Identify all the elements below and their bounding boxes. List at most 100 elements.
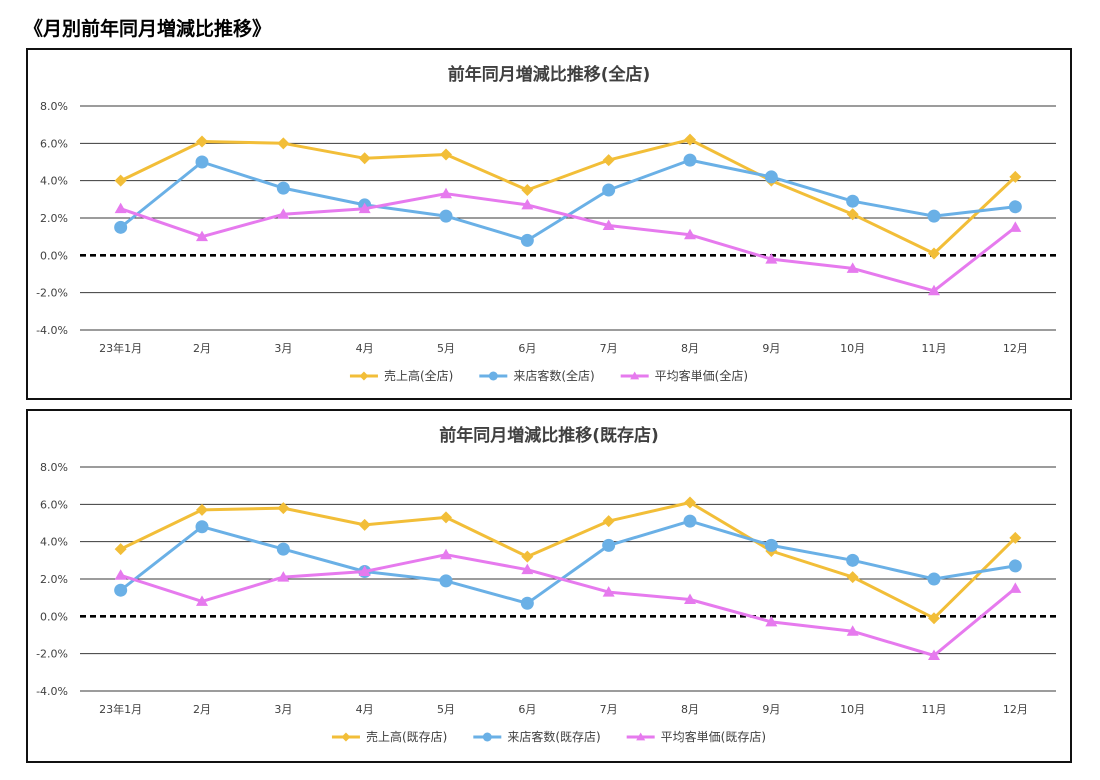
x-tick-label: 23年1月: [99, 341, 142, 355]
gridlines: [80, 466, 1056, 692]
chart-panel-existing-stores: 前年同月増減比推移(既存店) 8.0% 6.0% 4.0% 2.0% 0.0% -2.0% -…: [26, 409, 1072, 763]
data-point: [1009, 582, 1022, 593]
data-point: [196, 595, 208, 606]
data-point: [1009, 221, 1022, 232]
x-tick-label: 8月: [681, 342, 699, 355]
y-tick-label: 4.0%: [40, 175, 68, 188]
x-tick-label: 10月: [840, 703, 865, 716]
data-point: [521, 184, 534, 196]
data-point: [358, 518, 371, 531]
x-tick-label: 2月: [193, 342, 211, 355]
data-point: [114, 543, 127, 556]
data-point: [684, 496, 696, 509]
x-tick-label: 5月: [437, 342, 455, 355]
legend-item: 平均客単価(既存店): [626, 729, 766, 744]
legend-label: 平均客単価(全店): [655, 368, 748, 383]
data-point: [114, 569, 127, 580]
y-tick-label: 6.0%: [40, 498, 68, 511]
data-point: [846, 262, 859, 273]
x-tick-label: 12月: [1003, 703, 1028, 716]
legend-label: 来店客数(既存店): [507, 729, 600, 744]
x-tick-label: 11月: [922, 342, 947, 355]
x-tick-label: 10月: [840, 342, 865, 355]
legend-marker: [482, 732, 492, 742]
x-tick-label: 5月: [437, 703, 455, 716]
data-point: [928, 284, 940, 296]
data-point: [846, 208, 859, 221]
data-point: [927, 572, 941, 586]
series-diamond: [114, 496, 1022, 625]
data-point: [1008, 200, 1022, 214]
series-circle: [114, 514, 1022, 610]
data-point: [439, 574, 453, 588]
data-point: [196, 230, 208, 242]
x-tick-label: 3月: [274, 703, 292, 716]
data-point: [1009, 531, 1022, 544]
data-point: [683, 514, 697, 528]
x-tick-label: 9月: [762, 703, 780, 716]
data-point: [277, 502, 290, 515]
data-point: [683, 153, 697, 167]
data-point: [196, 135, 208, 148]
series-diamond: [114, 133, 1022, 260]
data-point: [114, 220, 128, 234]
data-point: [928, 247, 940, 260]
gridlines: [80, 105, 1056, 331]
x-tick-label: 6月: [518, 342, 536, 355]
legend-label: 売上高(全店): [384, 368, 453, 383]
data-point: [195, 520, 209, 534]
data-point: [440, 548, 452, 560]
legend-label: 来店客数(全店): [513, 368, 594, 383]
x-tick-label: 9月: [762, 342, 780, 355]
chart-title: 前年同月増減比推移(全店): [448, 64, 651, 85]
data-point: [439, 209, 453, 223]
legend: 売上高(全店) 来店客数(全店) 平均客単価(全店): [349, 368, 748, 383]
data-point: [358, 152, 371, 165]
data-point: [277, 208, 290, 219]
legend-marker: [630, 371, 640, 380]
y-tick-label: 6.0%: [40, 137, 68, 150]
data-point: [602, 183, 616, 197]
chart-title: 前年同月増減比推移(既存店): [439, 425, 659, 446]
data-point: [846, 571, 859, 584]
data-point: [195, 155, 209, 169]
x-tick-label: 6月: [518, 703, 536, 716]
data-point: [358, 202, 371, 214]
data-point: [276, 181, 290, 195]
y-tick-label: 0.0%: [40, 610, 68, 623]
series-circle: [114, 153, 1022, 247]
data-point: [440, 511, 452, 524]
x-tick-label: 12月: [1003, 342, 1028, 355]
data-point: [928, 649, 940, 661]
data-point: [846, 194, 860, 208]
x-tick-label: 7月: [600, 703, 618, 716]
y-tick-label: 4.0%: [40, 536, 68, 549]
data-point: [440, 148, 452, 161]
data-point: [927, 209, 941, 223]
legend-marker: [359, 371, 369, 381]
series-line: [120, 501, 1017, 620]
legend: 売上高(既存店) 来店客数(既存店) 平均客単価(既存店): [331, 729, 766, 744]
data-point: [114, 202, 127, 214]
y-tick-label: -4.0%: [36, 685, 68, 698]
data-point: [684, 133, 696, 146]
series-triangle: [114, 187, 1022, 296]
data-point: [520, 233, 534, 247]
data-point: [114, 174, 127, 187]
series-line: [120, 192, 1017, 293]
legend-marker: [488, 371, 498, 381]
y-tick-label: -2.0%: [36, 648, 68, 661]
y-tick-label: 2.0%: [40, 573, 68, 586]
data-point: [602, 154, 615, 167]
y-tick-label: -2.0%: [36, 287, 68, 300]
data-point: [765, 615, 778, 627]
data-point: [358, 565, 371, 577]
y-tick-label: 8.0%: [40, 461, 68, 474]
x-tick-label: 23年1月: [99, 702, 142, 716]
data-point: [521, 198, 534, 210]
legend-item: 来店客数(既存店): [473, 729, 601, 744]
data-point: [602, 219, 615, 230]
legend-marker: [341, 732, 351, 742]
data-point: [196, 503, 208, 516]
y-tick-label: -4.0%: [36, 324, 68, 337]
